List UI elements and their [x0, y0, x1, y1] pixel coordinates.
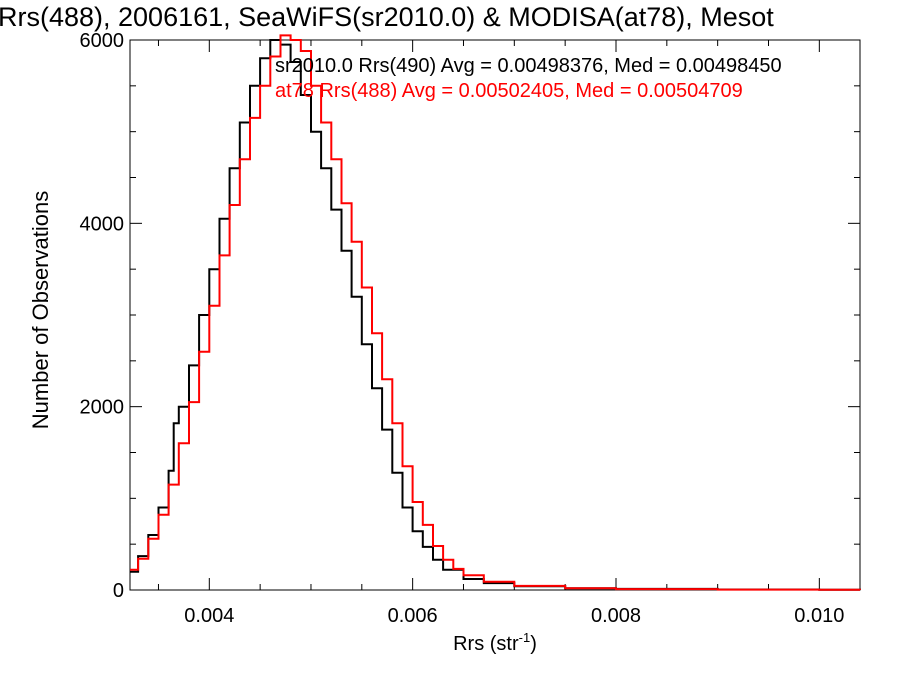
- legend-entry-series-2: at78 Rrs(488) Avg = 0.00502405, Med = 0.…: [275, 80, 743, 102]
- y-axis-ticks: 0 2000 4000 6000: [80, 30, 860, 602]
- x-axis-label: Rrs (str-1): [453, 630, 537, 655]
- chart-title: Rrs(488), 2006161, SeaWiFS(sr2010.0) & M…: [0, 2, 774, 32]
- legend-entry-series-1: sr2010.0 Rrs(490) Avg = 0.00498376, Med …: [275, 55, 782, 77]
- y-tick-label: 6000: [80, 30, 125, 52]
- y-tick-label: 0: [113, 580, 124, 602]
- x-axis-label-superscript: -1: [519, 630, 531, 645]
- x-axis-label-close: ): [530, 633, 537, 655]
- series-line-1: [130, 39, 861, 591]
- x-tick-label: 0.008: [591, 605, 641, 627]
- series-line-2: [130, 34, 861, 591]
- x-axis-ticks: 0.004 0.006 0.008 0.010: [157, 40, 844, 627]
- series-layer: [130, 34, 861, 591]
- y-tick-label: 4000: [80, 213, 125, 235]
- y-tick-label: 2000: [80, 397, 125, 419]
- y-axis-label: Number of Observations: [28, 191, 53, 429]
- x-axis-label-main: Rrs (str: [453, 633, 519, 655]
- x-tick-label: 0.010: [794, 605, 844, 627]
- x-tick-label: 0.004: [184, 605, 234, 627]
- x-tick-label: 0.006: [388, 605, 438, 627]
